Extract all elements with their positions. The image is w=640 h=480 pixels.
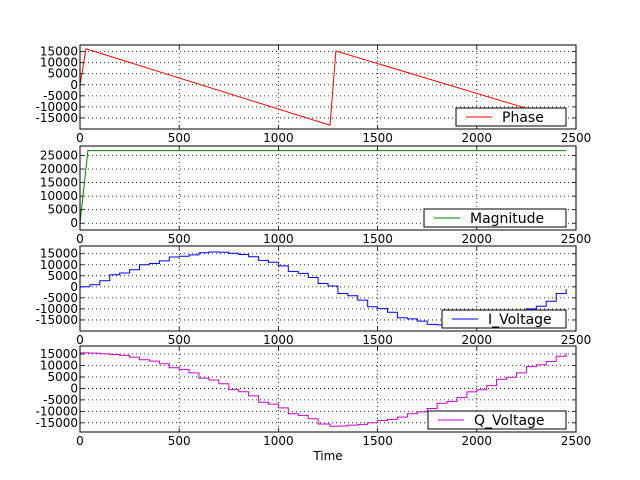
y-tick-label: -15000 [35,416,78,430]
legend-box [455,107,567,127]
y-tick-label: 10000 [40,358,78,372]
series-line-q-voltage [80,352,567,427]
axes-frame [79,245,577,332]
y-tick-label: 0 [70,280,78,294]
y-tick-label: 0 [70,216,78,230]
x-tick-label: 0 [76,232,84,246]
y-tick-label: 10000 [40,258,78,272]
x-tick-label: 0 [76,333,84,347]
x-tick-label: 0 [76,131,84,145]
x-tick-label: 2000 [462,434,493,448]
x-tick-label: 1500 [362,333,393,347]
y-tick-label: 15000 [40,176,78,190]
x-tick-label: 1000 [263,333,294,347]
x-tick-label: 2000 [462,232,493,246]
x-tick-label: 500 [168,131,191,145]
series-line-magnitude [79,150,567,224]
axes-frame [79,44,577,130]
y-tick-label: -10000 [35,302,78,316]
x-tick-label: 1000 [263,232,294,246]
legend-box [427,410,567,430]
axes-frame [79,345,577,433]
y-tick-label: -15000 [35,111,78,125]
x-tick-label: 2000 [462,333,493,347]
y-tick-label: -10000 [35,404,78,418]
x-tick-label: 1500 [362,131,393,145]
y-tick-label: -5000 [43,291,78,305]
axes-frame [79,145,577,231]
y-tick-label: -15000 [35,313,78,327]
x-tick-label: 1500 [362,232,393,246]
y-tick-label: -5000 [43,393,78,407]
y-tick-label: 5000 [47,67,78,81]
y-tick-label: 10000 [40,56,78,70]
x-tick-label: 2500 [561,131,592,145]
x-tick-label: 1500 [362,434,393,448]
y-tick-label: 5000 [47,269,78,283]
y-tick-label: 5000 [47,370,78,384]
legend-label: Phase [502,110,544,126]
y-tick-label: -5000 [43,89,78,103]
y-tick-label: 0 [70,381,78,395]
legend-label: Magnitude [470,211,544,227]
x-axis-title: Time [312,449,342,463]
series-line-phase [79,48,535,126]
x-tick-label: 500 [168,333,191,347]
y-tick-label: 15000 [40,347,78,361]
x-tick-label: 1000 [263,131,294,145]
legend-label: I_Voltage [488,312,552,328]
x-tick-label: 500 [168,434,191,448]
legend-label: Q_Voltage [474,413,545,429]
y-tick-label: 0 [70,78,78,92]
x-tick-label: 1000 [263,434,294,448]
x-tick-label: 500 [168,232,191,246]
y-tick-label: 15000 [40,247,78,261]
legend-box [423,208,567,228]
y-tick-label: -10000 [35,100,78,114]
y-tick-label: 25000 [40,148,78,162]
x-tick-label: 0 [76,434,84,448]
y-tick-label: 20000 [40,162,78,176]
legend-box [441,309,567,329]
y-tick-label: 15000 [40,45,78,59]
y-tick-label: 5000 [47,203,78,217]
x-tick-label: 2500 [561,232,592,246]
y-tick-label: 10000 [40,189,78,203]
x-tick-label: 2500 [561,434,592,448]
x-tick-label: 2500 [561,333,592,347]
x-tick-label: 2000 [462,131,493,145]
